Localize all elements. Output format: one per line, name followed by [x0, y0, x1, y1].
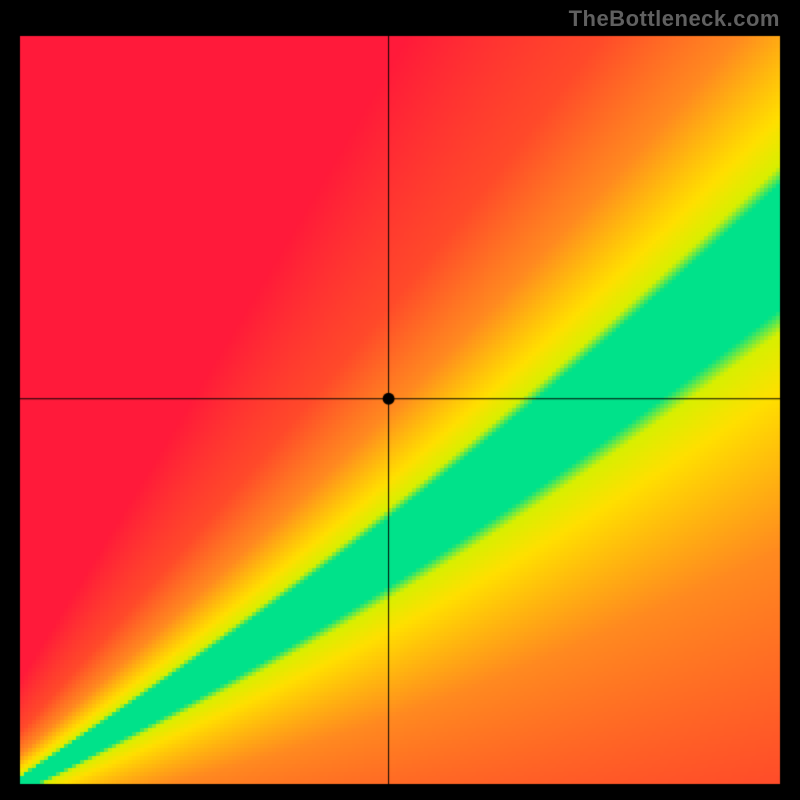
watermark-text: TheBottleneck.com — [569, 6, 780, 32]
bottleneck-heatmap — [0, 0, 800, 800]
chart-container: TheBottleneck.com — [0, 0, 800, 800]
